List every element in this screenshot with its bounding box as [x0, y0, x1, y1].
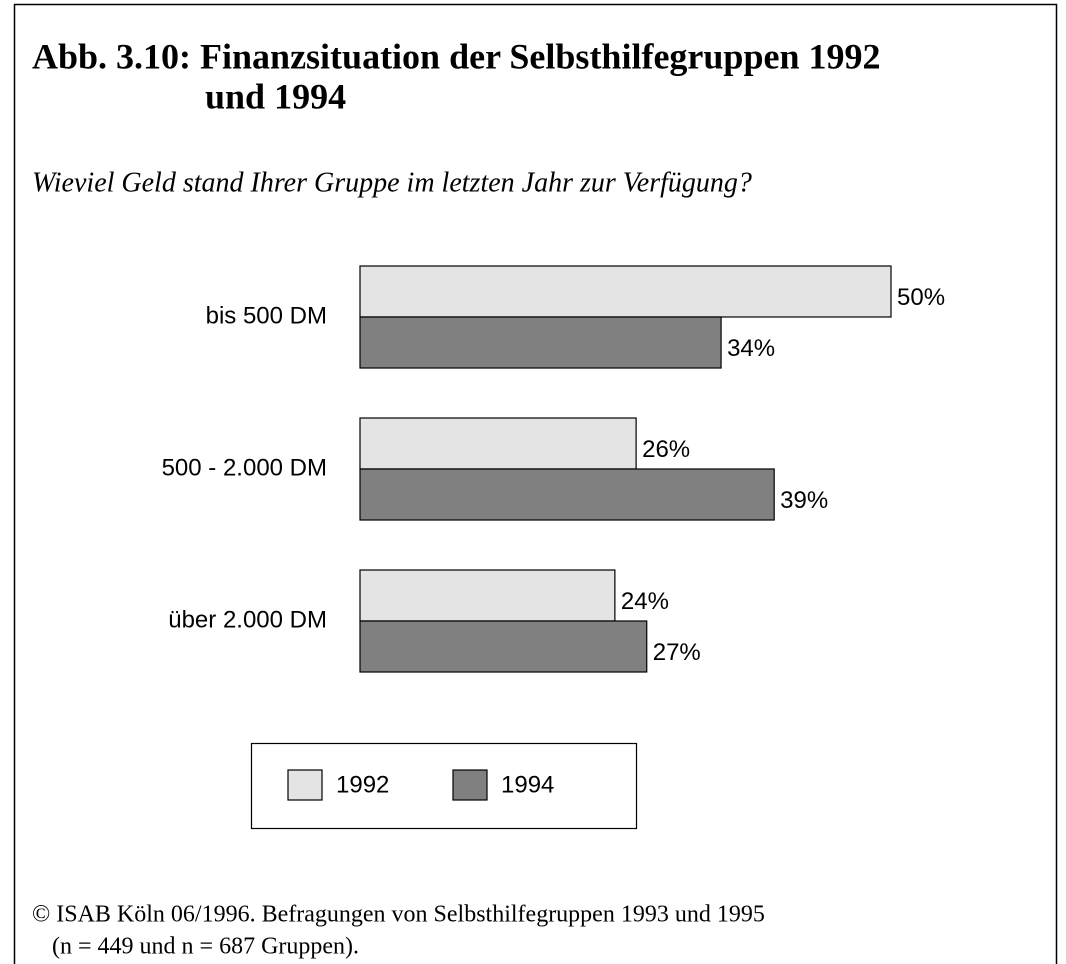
bar: [359, 417, 637, 470]
bar: [359, 569, 616, 622]
chart-title: Abb. 3.10: Finanzsituation der Selbsthil…: [32, 36, 880, 76]
chart-title: und 1994: [205, 76, 346, 116]
legend-label: 1992: [336, 771, 389, 798]
legend-label: 1994: [501, 771, 554, 798]
bar: [359, 468, 775, 521]
frame: [13, 3, 1058, 964]
bar: [359, 265, 892, 318]
note: (n = 449 und n = 687 Gruppen).: [52, 934, 359, 960]
category-label: 500 - 2.000 DM: [162, 454, 327, 481]
value-label: 50%: [897, 284, 945, 311]
value-label: 27%: [653, 639, 701, 666]
note: © ISAB Köln 06/1996. Befragungen von Sel…: [32, 902, 765, 928]
subtitle: Wieviel Geld stand Ihrer Gruppe im letzt…: [32, 167, 752, 198]
value-label: 39%: [780, 487, 828, 514]
value-label: 34%: [727, 335, 775, 362]
legend-swatch: [452, 769, 488, 801]
bar: [359, 316, 722, 369]
bar: [359, 620, 648, 673]
category-label: über 2.000 DM: [168, 606, 327, 633]
value-label: 26%: [642, 436, 690, 463]
category-label: bis 500 DM: [206, 302, 327, 329]
value-label: 24%: [621, 588, 669, 615]
legend-swatch: [287, 769, 323, 801]
